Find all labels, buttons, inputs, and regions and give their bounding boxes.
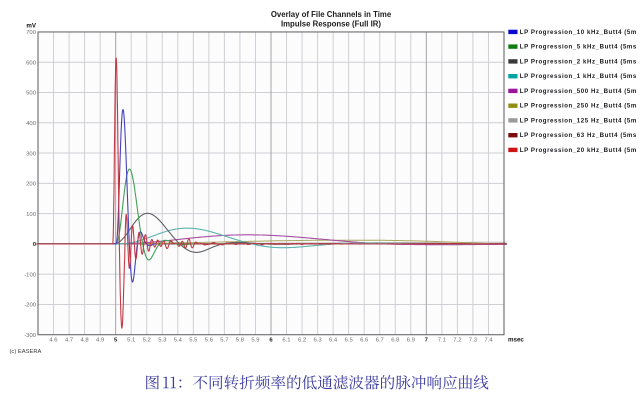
svg-text:5.3: 5.3	[158, 338, 167, 344]
svg-text:600: 600	[26, 60, 37, 66]
svg-text:LP Progression_10 kHz_Butt4 (5: LP Progression_10 kHz_Butt4 (5m	[520, 29, 637, 36]
svg-text:LP Progression_63 Hz_Butt4 (5m: LP Progression_63 Hz_Butt4 (5ms	[520, 132, 637, 139]
svg-text:400: 400	[26, 121, 37, 127]
svg-text:msec: msec	[508, 337, 524, 344]
svg-text:5.1: 5.1	[127, 338, 135, 344]
svg-text:4.9: 4.9	[96, 338, 104, 344]
svg-text:LP Progression_500 Hz_Butt4 (5: LP Progression_500 Hz_Butt4 (5m	[520, 88, 637, 95]
svg-text:-100: -100	[24, 272, 37, 278]
svg-text:7.1: 7.1	[438, 338, 446, 344]
svg-text:6.2: 6.2	[298, 338, 306, 344]
svg-text:-300: -300	[24, 333, 37, 339]
svg-text:5.5: 5.5	[189, 338, 198, 344]
svg-text:7.4: 7.4	[484, 338, 493, 344]
svg-text:4.6: 4.6	[49, 338, 58, 344]
svg-text:Impulse Response (Full IR): Impulse Response (Full IR)	[281, 20, 381, 29]
svg-text:6.8: 6.8	[391, 338, 400, 344]
svg-text:mV: mV	[26, 23, 37, 30]
svg-text:(c) EASERA: (c) EASERA	[10, 349, 42, 355]
svg-text:4.8: 4.8	[80, 338, 89, 344]
svg-text:6.1: 6.1	[282, 338, 290, 344]
svg-text:LP Progression_1 kHz_Butt4 (5m: LP Progression_1 kHz_Butt4 (5ms	[520, 73, 637, 80]
svg-text:700: 700	[26, 30, 37, 36]
svg-text:Overlay of File Channels in Ti: Overlay of File Channels in Time	[271, 10, 392, 19]
svg-text:100: 100	[26, 212, 37, 218]
svg-text:6.7: 6.7	[376, 338, 384, 344]
svg-text:LP Progression_250 Hz_Butt4 (5: LP Progression_250 Hz_Butt4 (5m	[520, 103, 637, 110]
svg-text:LP Progression_125 Hz_Butt4 (5: LP Progression_125 Hz_Butt4 (5m	[520, 117, 637, 124]
svg-text:LP Progression_5 kHz_Butt4 (5m: LP Progression_5 kHz_Butt4 (5ms	[520, 44, 637, 51]
svg-text:7.3: 7.3	[469, 338, 478, 344]
svg-text:6.4: 6.4	[329, 338, 338, 344]
svg-text:200: 200	[26, 182, 37, 188]
svg-text:LP Progression_2 kHz_Butt4 (5m: LP Progression_2 kHz_Butt4 (5ms	[520, 58, 637, 65]
svg-text:7: 7	[425, 338, 429, 344]
svg-text:6: 6	[269, 338, 273, 344]
svg-text:5: 5	[114, 338, 118, 344]
svg-text:300: 300	[26, 151, 37, 157]
svg-text:6.5: 6.5	[345, 338, 354, 344]
svg-text:5.7: 5.7	[220, 338, 228, 344]
svg-text:7.2: 7.2	[453, 338, 461, 344]
svg-text:5.4: 5.4	[174, 338, 183, 344]
svg-text:6.6: 6.6	[360, 338, 369, 344]
svg-text:5.8: 5.8	[236, 338, 245, 344]
svg-text:LP Progression_20 kHz_Butt4 (5: LP Progression_20 kHz_Butt4 (5m	[520, 147, 637, 154]
svg-text:5.9: 5.9	[251, 338, 259, 344]
svg-text:5.6: 5.6	[205, 338, 214, 344]
svg-text:500: 500	[26, 91, 37, 97]
svg-text:6.9: 6.9	[407, 338, 415, 344]
svg-text:6.3: 6.3	[313, 338, 322, 344]
svg-text:-200: -200	[24, 303, 37, 309]
svg-text:4.7: 4.7	[65, 338, 73, 344]
svg-text:5.2: 5.2	[143, 338, 151, 344]
svg-text:0: 0	[33, 242, 37, 248]
